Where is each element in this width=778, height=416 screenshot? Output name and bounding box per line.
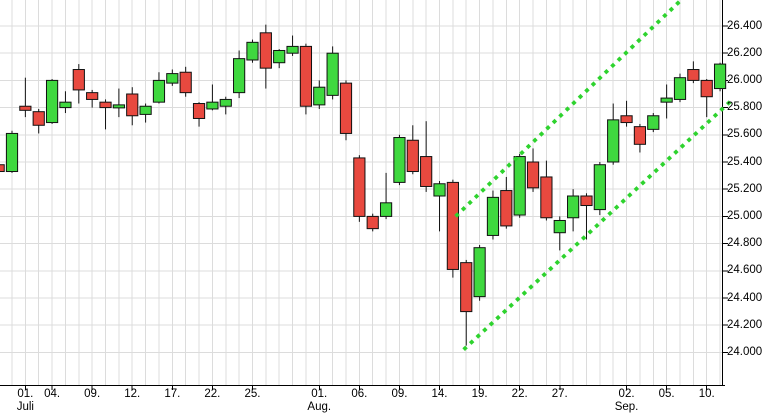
x-axis-day-label: 02.: [618, 388, 635, 400]
candle-body-up: [246, 41, 259, 61]
candle-body-down: [126, 93, 139, 117]
x-axis-day-label: 05.: [658, 388, 675, 400]
candle-body-down: [259, 32, 272, 69]
x-axis-day-label: 27.: [551, 388, 568, 400]
candle-body-down: [192, 103, 206, 119]
y-axis-tick-label: 26.200: [727, 46, 763, 59]
y-axis-tick-label: 25.200: [727, 182, 763, 195]
candle-body-up: [393, 137, 406, 183]
y-axis-tick-label: 26.400: [727, 19, 763, 32]
upper-dotted-trendline: [454, 0, 684, 218]
candle-body-down: [299, 45, 313, 107]
candle-body-up: [647, 115, 660, 130]
candle-body-up: [273, 49, 286, 64]
x-axis-day-label: 04.: [44, 388, 61, 400]
candle-body-up: [286, 45, 299, 54]
candle-body-up: [553, 219, 566, 234]
x-axis-day-label: 01.: [311, 388, 328, 400]
candle-body-down: [72, 69, 85, 91]
candle-body-down: [19, 105, 32, 111]
x-axis-month-label: Aug.: [307, 401, 332, 413]
candle-body-down: [446, 181, 459, 270]
candle-body-up: [713, 63, 727, 90]
candle-body-up: [152, 79, 166, 103]
candle-body-down: [620, 115, 633, 124]
candle-body-up: [45, 79, 59, 124]
candle-body-up: [219, 98, 232, 107]
candle-body-down: [86, 92, 99, 100]
candle-body-down: [420, 156, 433, 187]
x-axis-day-label: 14.: [431, 388, 448, 400]
candle-body-up: [607, 119, 620, 163]
x-axis-month-label: Juli: [16, 401, 34, 413]
y-axis-tick-label: 24.400: [727, 291, 763, 304]
candle-body-down: [460, 262, 473, 313]
x-axis-day-label: 09.: [391, 388, 408, 400]
x-axis-day-label: 10.: [698, 388, 715, 400]
candle-body-up: [233, 58, 246, 94]
candle-body-up: [166, 73, 179, 84]
candle-body-down: [406, 139, 419, 173]
candle-body-down: [540, 176, 553, 219]
candle-body-down: [32, 111, 45, 126]
candle-body-down: [526, 161, 540, 189]
candle-body-up: [326, 52, 339, 96]
candle-body-up: [59, 101, 72, 109]
candle-body-down: [366, 215, 379, 230]
candle-body-up: [567, 195, 580, 219]
x-axis-day-label: 01.: [17, 388, 34, 400]
x-axis-day-label: 25.: [244, 388, 261, 400]
y-axis-tick-label: 25.800: [727, 101, 763, 114]
y-axis-tick-label: 24.200: [727, 318, 763, 331]
y-axis-tick-label: 25.600: [727, 128, 763, 141]
y-axis-tick-label: 24.000: [727, 345, 763, 358]
candle-body-up: [513, 156, 526, 216]
candle-body-up: [313, 86, 326, 106]
y-axis-tick-label: 25.000: [727, 209, 763, 222]
x-axis-day-label: 06.: [351, 388, 368, 400]
candle-body-up: [139, 105, 152, 115]
candle-body-down: [687, 69, 700, 81]
candle-body-down: [339, 82, 353, 134]
x-axis-day-label: 09.: [84, 388, 101, 400]
candle-body-up: [5, 132, 19, 173]
candle-body-down: [0, 164, 5, 173]
candle-body-up: [593, 164, 606, 211]
lower-dotted-trendline: [462, 95, 737, 352]
candle-body-down: [633, 126, 647, 145]
candle-body-up: [379, 202, 393, 217]
candle-body-down: [500, 190, 513, 227]
y-axis-tick-label: 24.600: [727, 264, 763, 277]
candle-body-up: [433, 183, 446, 197]
y-axis-tick-label: 26.000: [727, 73, 763, 86]
x-axis-day-label: 12.: [124, 388, 141, 400]
x-axis-month-label: Sep.: [614, 401, 639, 413]
x-axis-day-label: 17.: [164, 388, 181, 400]
candle-body-up: [486, 196, 500, 236]
candle-body-up: [473, 247, 486, 298]
candle-body-up: [112, 104, 125, 109]
x-axis-day-label: 22.: [204, 388, 221, 400]
x-axis-day-label: 19.: [471, 388, 488, 400]
y-axis-tick-label: 25.400: [727, 155, 763, 168]
candle-body-up: [660, 97, 673, 103]
candle-body-down: [99, 101, 112, 109]
candle-body-down: [700, 79, 713, 98]
y-axis-tick-label: 24.800: [727, 237, 763, 250]
x-axis-day-label: 22.: [511, 388, 528, 400]
candle-body-down: [580, 195, 593, 207]
candle-body-up: [673, 77, 687, 100]
candle-body-up: [206, 101, 219, 110]
candle-body-down: [179, 71, 192, 94]
candle-body-down: [353, 157, 366, 217]
